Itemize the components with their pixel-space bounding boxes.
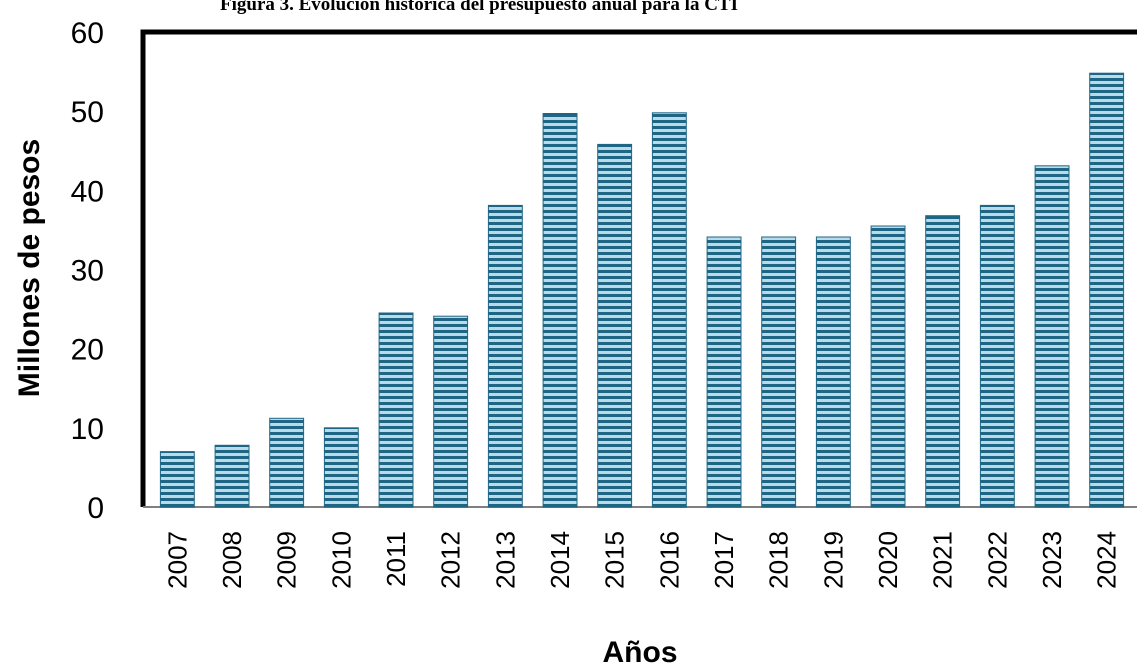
x-tick-label-2017: 2017	[709, 531, 739, 589]
bar-2017	[706, 236, 742, 508]
y-tick-label-20: 20	[71, 334, 104, 367]
y-tick-label-10: 10	[71, 413, 104, 446]
x-axis-title: Años	[603, 636, 678, 666]
y-tick-label-40: 40	[71, 175, 104, 208]
x-tick-label-2022: 2022	[982, 531, 1012, 589]
bar-2019	[815, 236, 851, 508]
x-tick-label-2007: 2007	[162, 531, 192, 589]
y-tick-label-30: 30	[71, 255, 104, 288]
x-tick-label-2024: 2024	[1092, 531, 1122, 589]
x-tick-label-2013: 2013	[490, 531, 520, 589]
y-axis-title: Millones de pesos	[13, 139, 46, 397]
bars	[159, 72, 1125, 508]
y-tick-label-50: 50	[71, 96, 104, 129]
bar-2021	[925, 215, 961, 508]
x-tick-label-2008: 2008	[217, 531, 247, 589]
chart-title: Figura 3. Evolución histórica del presup…	[220, 0, 738, 15]
x-tick-label-2009: 2009	[272, 531, 302, 589]
bar-2010	[323, 427, 359, 508]
x-tick-label-2016: 2016	[654, 531, 684, 589]
bar-2009	[269, 417, 305, 508]
x-tick-label-2018: 2018	[764, 531, 794, 589]
x-tick-label-2023: 2023	[1037, 531, 1067, 589]
x-tick-label-2015: 2015	[600, 531, 630, 589]
bar-2007	[159, 451, 195, 508]
bar-2013	[487, 204, 523, 508]
bar-2012	[433, 315, 469, 508]
bar-2022	[979, 204, 1015, 508]
bar-2011	[378, 312, 414, 508]
bar-2023	[1034, 165, 1070, 508]
y-tick-label-60: 60	[71, 17, 104, 50]
x-tick-label-2014: 2014	[545, 531, 575, 589]
x-tick-label-2011: 2011	[381, 531, 411, 587]
bar-2024	[1089, 72, 1125, 508]
bar-2016	[651, 112, 687, 508]
x-tick-labels: 2007 2008 2009 2010 2011 2012 2013 2014 2015 2016…	[162, 531, 1121, 589]
bar-2020	[870, 225, 906, 508]
x-tick-label-2012: 2012	[436, 531, 466, 589]
x-tick-label-2010: 2010	[326, 531, 356, 589]
x-tick-label-2021: 2021	[928, 531, 958, 589]
bar-2015	[597, 143, 633, 508]
y-tick-label-0: 0	[87, 492, 104, 525]
bar-2008	[214, 444, 250, 508]
bar-2014	[542, 113, 578, 508]
plot-frame	[140, 29, 1137, 508]
bar-2018	[761, 236, 797, 508]
x-tick-label-2020: 2020	[873, 531, 903, 589]
x-tick-label-2019: 2019	[818, 531, 848, 589]
y-tick-labels: 0 10 20 30 40 50 60	[71, 17, 104, 525]
